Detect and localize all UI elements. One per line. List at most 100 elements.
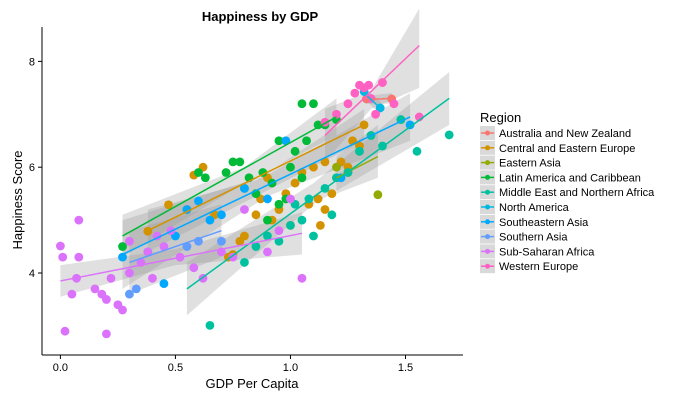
point-western-europe-3 (350, 88, 360, 98)
point-sub-saharan-africa-29 (274, 226, 284, 236)
point-western-europe-2 (343, 99, 353, 109)
point-middle-east-and-northern-africa-11 (327, 210, 337, 220)
point-sub-saharan-africa-18 (148, 273, 157, 283)
point-sub-saharan-africa-5 (74, 252, 84, 262)
y-tick-label-2: 8 (29, 56, 35, 68)
point-sub-saharan-africa-11 (106, 273, 116, 283)
point-central-and-eastern-europe-0 (143, 226, 153, 236)
point-middle-east-and-northern-africa-3 (263, 231, 272, 241)
legend-label-sub-saharan-africa: Sub-Saharan Africa (499, 246, 595, 258)
point-latin-america-and-caribbean-0 (118, 242, 127, 251)
y-axis-title: Happiness Score (10, 151, 25, 250)
legend-key-dot-central-and-eastern-europe (485, 145, 490, 151)
legend-key-dot-latin-america-and-caribbean (485, 174, 490, 180)
point-southeastern-asia-1 (159, 279, 169, 288)
fit-line-western-europe (324, 44, 420, 136)
point-middle-east-and-northern-africa-0 (205, 320, 215, 330)
y-tick-label-1: 6 (29, 162, 35, 174)
point-southeastern-asia-7 (281, 136, 291, 146)
x-tick-label-2: 1.0 (283, 362, 298, 374)
legend-title: Region (480, 110, 521, 125)
point-western-europe-9 (378, 78, 387, 87)
legend-label-australia-and-new-zealand: Australia and New Zealand (499, 128, 631, 140)
point-southeastern-asia-0 (118, 252, 127, 262)
point-central-and-eastern-europe-25 (327, 189, 337, 199)
point-latin-america-and-caribbean-17 (313, 120, 323, 130)
x-axis-title: GDP Per Capita (206, 376, 300, 391)
point-sub-saharan-africa-1 (58, 252, 68, 262)
fit-line-eastern-asia (336, 155, 379, 179)
point-middle-east-and-northern-africa-9 (309, 231, 318, 241)
legend-key-dot-western-europe (485, 263, 490, 269)
legend-label-western-europe: Western Europe (499, 261, 578, 273)
point-middle-east-and-northern-africa-14 (355, 146, 364, 156)
point-sub-saharan-africa-6 (74, 215, 84, 225)
point-central-and-eastern-europe-22 (315, 220, 325, 230)
point-sub-saharan-africa-31 (286, 194, 295, 204)
point-sub-saharan-africa-26 (228, 252, 238, 262)
point-sub-saharan-africa-10 (102, 295, 111, 304)
point-latin-america-and-caribbean-13 (290, 146, 300, 156)
point-middle-east-and-northern-africa-5 (286, 220, 295, 230)
point-central-and-eastern-europe-10 (251, 210, 261, 220)
point-latin-america-and-caribbean-22 (263, 215, 272, 225)
point-southeastern-asia-6 (240, 183, 249, 193)
legend-key-dot-eastern-asia (485, 160, 490, 166)
point-southern-asia-2 (182, 242, 192, 251)
point-middle-east-and-northern-africa-1 (240, 258, 249, 267)
point-central-and-eastern-europe-17 (290, 178, 300, 188)
point-central-and-eastern-europe-21 (313, 194, 323, 204)
point-latin-america-and-caribbean-2 (200, 173, 210, 183)
point-middle-east-and-northern-africa-19 (444, 130, 454, 140)
point-latin-america-and-caribbean-3 (221, 168, 231, 177)
point-central-and-eastern-europe-24 (320, 157, 330, 167)
legend-label-southeastern-asia: Southeastern Asia (499, 217, 589, 229)
x-tick-label-1: 0.5 (168, 362, 183, 374)
point-western-europe-1 (332, 109, 341, 119)
point-latin-america-and-caribbean-1 (194, 168, 203, 177)
point-sub-saharan-africa-30 (297, 273, 307, 283)
y-axis-ticks: 4 6 8 (29, 56, 42, 280)
point-middle-east-and-northern-africa-18 (412, 146, 422, 156)
point-southeastern-asia-9 (405, 120, 415, 130)
point-latin-america-and-caribbean-16 (309, 99, 318, 109)
band-southern-asia (129, 204, 222, 295)
legend-key-dot-southern-asia (485, 234, 490, 240)
point-southern-asia-0 (125, 289, 134, 299)
point-latin-america-and-caribbean-4 (228, 157, 238, 167)
chart-title: Happiness by GDP (202, 9, 319, 24)
fit-line-central-and-eastern-europe (147, 124, 365, 232)
legend-label-latin-america-and-caribbean: Latin America and Caribbean (499, 172, 641, 184)
point-eastern-asia-0 (332, 162, 341, 172)
point-sub-saharan-africa-17 (143, 247, 153, 257)
legend-key-dot-australia-and-new-zealand (485, 130, 490, 136)
point-western-europe-10 (389, 99, 399, 109)
point-latin-america-and-caribbean-11 (274, 136, 284, 146)
point-southeastern-asia-11 (263, 194, 272, 204)
point-sub-saharan-africa-13 (118, 305, 127, 315)
band-western-europe (324, 8, 420, 162)
point-sub-saharan-africa-27 (240, 205, 249, 214)
point-southeastern-asia-4 (205, 215, 215, 225)
legend-key-dot-southeastern-asia (485, 219, 490, 225)
point-sub-saharan-africa-14 (125, 268, 134, 278)
legend-key-dot-middle-east-and-northern-africa (485, 189, 490, 195)
point-southern-asia-1 (131, 284, 141, 294)
point-southeastern-asia-3 (194, 196, 203, 206)
x-tick-label-0: 0.0 (53, 362, 68, 374)
fit-line-middle-east-and-northern-africa (186, 97, 450, 290)
point-latin-america-and-caribbean-20 (297, 173, 307, 183)
point-eastern-asia-3 (373, 190, 383, 200)
legend-items: Australia and New Zealand Central and Eas… (480, 126, 655, 274)
fit-line-sub-saharan-africa (60, 232, 303, 282)
fit-line-latin-america-and-caribbean (122, 116, 337, 237)
point-southeastern-asia-5 (217, 210, 226, 220)
point-latin-america-and-caribbean-12 (286, 162, 295, 172)
point-sub-saharan-africa-3 (67, 289, 77, 299)
point-central-and-eastern-europe-9 (240, 231, 249, 241)
legend-label-central-and-eastern-europe: Central and Eastern Europe (499, 143, 635, 155)
y-tick-label-0: 4 (29, 268, 35, 280)
legend-key-dot-north-america (485, 204, 490, 210)
point-sub-saharan-africa-28 (263, 247, 272, 257)
